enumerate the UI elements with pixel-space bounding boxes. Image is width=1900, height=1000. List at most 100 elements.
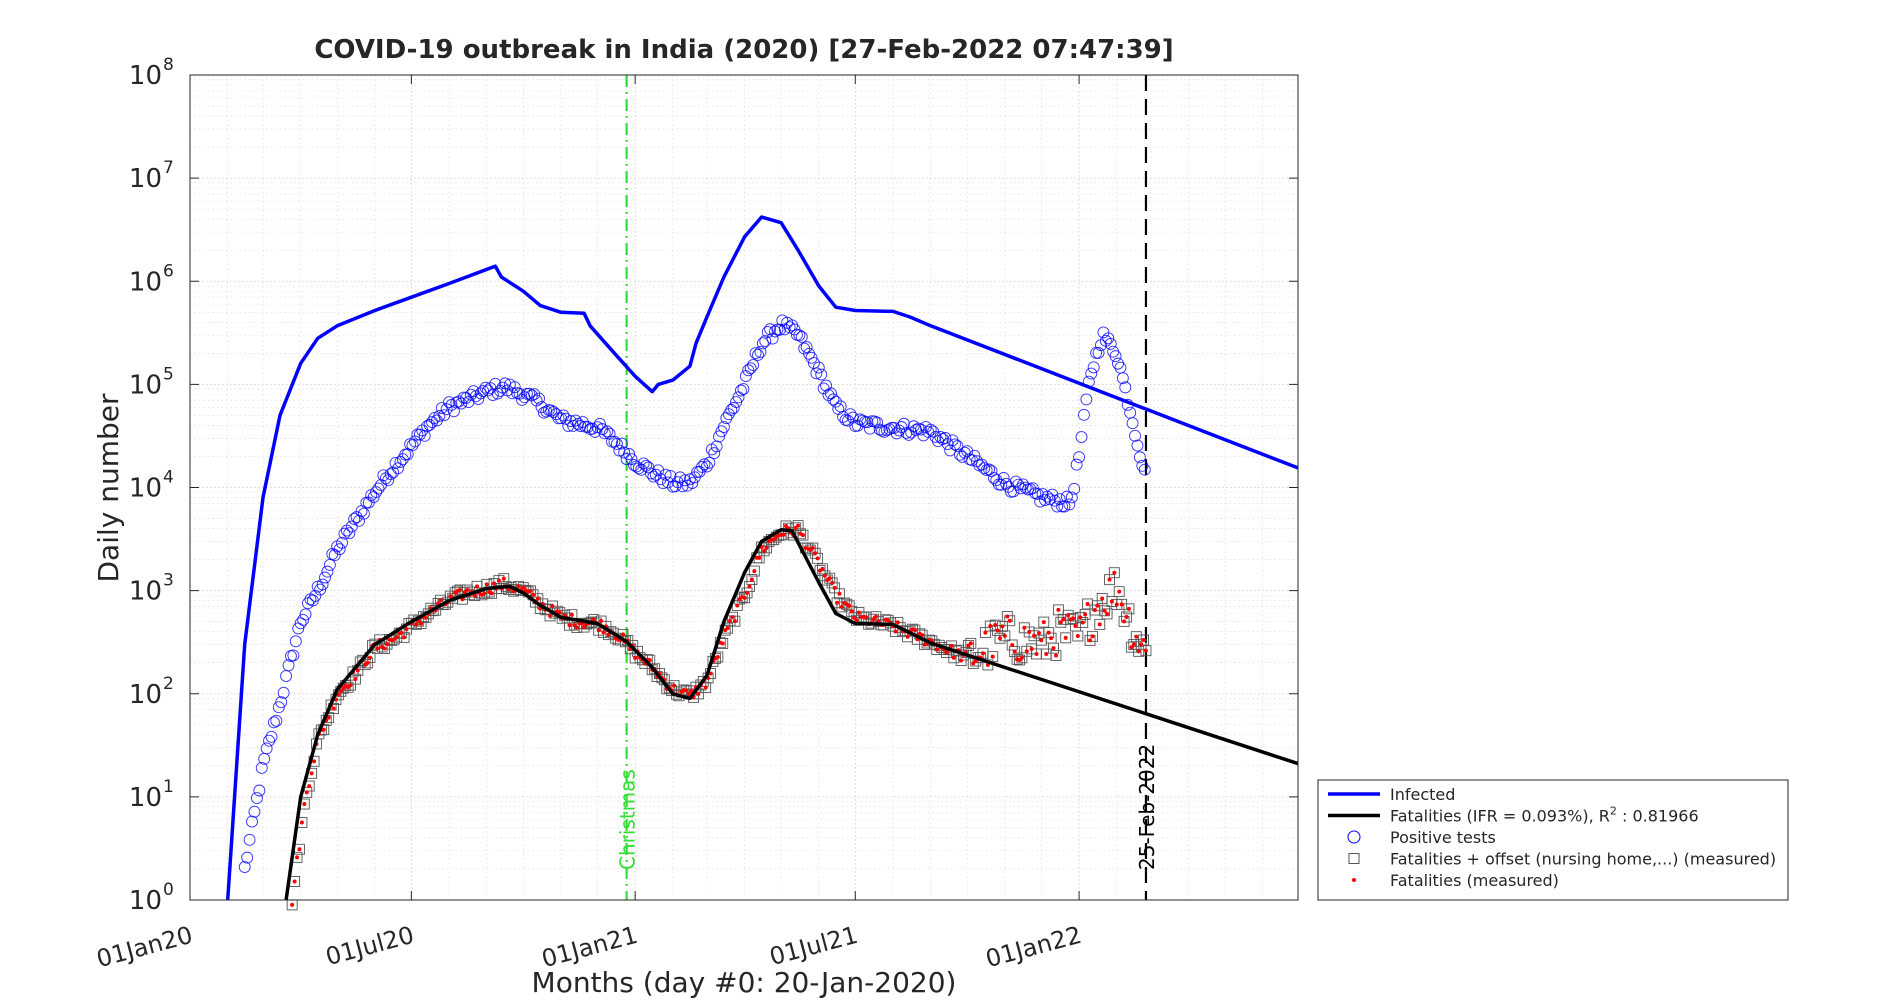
series-layer	[225, 215, 1299, 911]
fatality-measured-marker	[1088, 638, 1093, 643]
fatality-offset-marker	[1123, 603, 1135, 615]
reference-lines: Christmas 25-Feb-2022	[616, 75, 1159, 900]
y-tick-exponent: 5	[163, 364, 174, 384]
fatality-measured-marker	[742, 595, 747, 600]
positive-test-marker	[372, 482, 385, 495]
positive-test-marker	[995, 478, 1008, 491]
fatality-measured-marker	[304, 790, 309, 795]
fatality-measured-marker	[886, 618, 891, 623]
positive-test-marker	[766, 332, 779, 345]
fatality-offset-marker	[1004, 615, 1016, 627]
fatality-measured-marker	[475, 584, 480, 589]
fatality-offset-marker	[741, 587, 753, 599]
positive-test-marker	[708, 447, 721, 460]
fatality-measured-marker	[307, 784, 312, 789]
fatality-measured-marker	[321, 727, 326, 732]
fatality-measured-marker	[1095, 603, 1100, 608]
positive-test-marker	[1051, 500, 1064, 513]
positive-test-marker	[516, 394, 528, 406]
y-axis-label: Daily number	[92, 393, 125, 583]
fatality-measured-marker	[1046, 630, 1051, 635]
positive-test-marker	[309, 589, 322, 602]
positive-test-marker	[1031, 488, 1044, 500]
y-tick-base: 10	[129, 474, 162, 504]
fatality-measured-marker	[1119, 602, 1124, 607]
fatality-measured-marker	[1070, 616, 1075, 621]
y-tick-exponent: 2	[163, 674, 174, 694]
fatality-measured-marker	[1134, 634, 1139, 639]
fatality-measured-marker	[348, 683, 353, 688]
fatality-measured-marker	[749, 577, 754, 582]
fatality-measured-marker	[521, 585, 526, 590]
fatality-measured-marker	[951, 655, 956, 660]
positive-test-marker	[1136, 459, 1149, 472]
positive-test-marker	[1138, 463, 1151, 476]
fatality-measured-marker	[591, 617, 596, 622]
fatality-offset-marker	[843, 600, 855, 612]
fatality-measured-marker	[745, 590, 750, 595]
fatality-measured-marker	[735, 603, 740, 608]
fatality-measured-marker	[1049, 636, 1054, 641]
plot-background	[190, 75, 1298, 900]
fatality-measured-marker	[574, 625, 579, 630]
positive-test-marker	[540, 405, 553, 418]
reference-line-label: 25-Feb-2022	[1135, 744, 1159, 870]
y-tick-label: 10 0	[129, 880, 174, 916]
y-tick-exponent: 6	[163, 261, 174, 281]
positive-test-marker	[406, 439, 419, 452]
y-tick-base: 10	[129, 370, 162, 400]
fatality-offset-marker	[1043, 627, 1055, 639]
positive-test-marker	[1131, 439, 1144, 452]
fatality-measured-marker	[796, 523, 801, 528]
fatality-measured-marker	[1131, 642, 1136, 647]
positive-test-marker	[773, 323, 786, 336]
fatality-measured-marker	[399, 630, 404, 635]
fatality-measured-marker	[1090, 634, 1095, 639]
positive-test-marker	[338, 527, 351, 540]
legend-label: Positive tests	[1390, 828, 1496, 847]
fatality-offset-marker	[1094, 618, 1106, 630]
positive-test-marker	[698, 458, 711, 471]
positive-test-marker	[275, 696, 288, 709]
positive-test-marker	[243, 833, 256, 846]
fatality-measured-marker	[402, 635, 407, 640]
fatality-measured-marker	[1041, 620, 1046, 625]
positive-test-marker	[357, 507, 370, 520]
fatality-measured-marker	[375, 646, 380, 651]
positive-test-marker	[844, 408, 857, 421]
legend-label: Fatalities (measured)	[1390, 871, 1559, 890]
y-tick-label: 10 4	[129, 468, 174, 504]
fatality-offset-marker	[746, 574, 758, 585]
positive-test-marker	[321, 565, 334, 578]
fatality-measured-marker	[1112, 570, 1117, 575]
positive-test-marker	[348, 513, 361, 525]
positive-test-marker	[1116, 372, 1129, 385]
fatality-measured-marker	[810, 546, 815, 551]
x-tick-label: 01Jan22	[983, 921, 1085, 973]
fatality-measured-marker	[647, 658, 652, 663]
positive-test-marker	[822, 389, 835, 401]
positive-test-marker	[528, 388, 541, 401]
fatality-measured-marker	[331, 706, 336, 711]
fatality-measured-marker	[458, 587, 463, 592]
positive-test-marker	[270, 714, 283, 727]
x-tick-label: 01Jul21	[767, 921, 861, 971]
positive-test-marker	[421, 420, 434, 433]
reference-line-label: Christmas	[616, 769, 640, 870]
fatality-measured-marker	[1044, 652, 1049, 657]
fatality-offset-marker	[1087, 630, 1098, 642]
fatality-measured-marker	[944, 650, 949, 655]
fatality-measured-marker	[757, 555, 762, 560]
positive-test-marker	[749, 347, 762, 360]
fatality-measured-marker	[1032, 633, 1037, 638]
fatality-measured-marker	[404, 627, 409, 632]
fatality-measured-marker	[983, 630, 988, 635]
fatality-measured-marker	[1039, 638, 1044, 643]
positive-test-marker	[800, 341, 813, 354]
positive-test-marker	[533, 392, 546, 405]
positive-test-marker	[508, 381, 521, 394]
x-tick-label: 01Jul20	[323, 921, 417, 971]
fatality-measured-marker	[949, 643, 954, 648]
